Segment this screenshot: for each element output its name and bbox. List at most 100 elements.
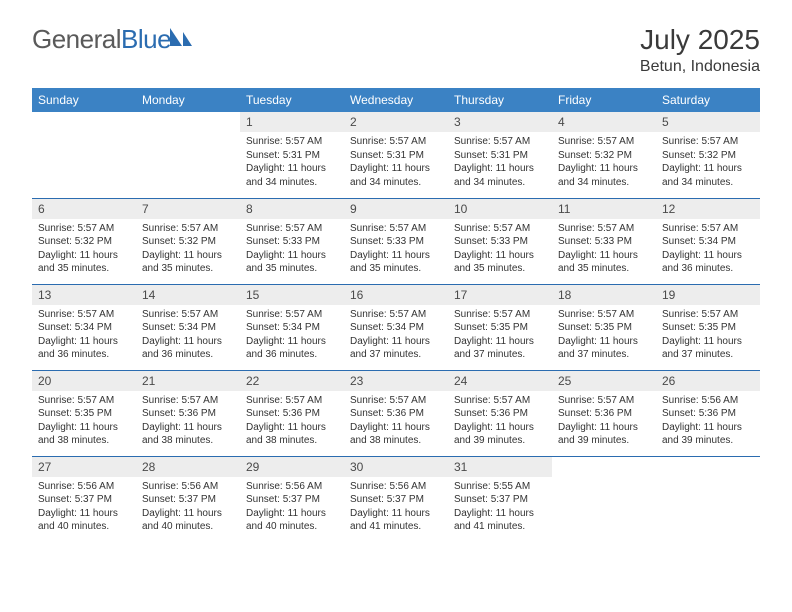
sunset-text: Sunset: 5:37 PM	[38, 493, 130, 507]
sunrise-text: Sunrise: 5:57 AM	[558, 394, 650, 408]
sunset-text: Sunset: 5:32 PM	[142, 235, 234, 249]
day-number: 24	[448, 371, 552, 391]
sunrise-text: Sunrise: 5:57 AM	[142, 394, 234, 408]
calendar-table: Sunday Monday Tuesday Wednesday Thursday…	[32, 88, 760, 542]
calendar-cell: 22Sunrise: 5:57 AMSunset: 5:36 PMDayligh…	[240, 370, 344, 456]
day-content: Sunrise: 5:55 AMSunset: 5:37 PMDaylight:…	[448, 477, 552, 538]
sunset-text: Sunset: 5:36 PM	[142, 407, 234, 421]
calendar-cell: 21Sunrise: 5:57 AMSunset: 5:36 PMDayligh…	[136, 370, 240, 456]
daylight-text: Daylight: 11 hours and 38 minutes.	[142, 421, 234, 448]
calendar-cell: 24Sunrise: 5:57 AMSunset: 5:36 PMDayligh…	[448, 370, 552, 456]
brand-text: GeneralBlue	[32, 24, 171, 55]
sunrise-text: Sunrise: 5:57 AM	[454, 308, 546, 322]
sunrise-text: Sunrise: 5:57 AM	[662, 308, 754, 322]
sunrise-text: Sunrise: 5:56 AM	[350, 480, 442, 494]
day-number: 13	[32, 285, 136, 305]
day-number: 8	[240, 199, 344, 219]
day-number: 20	[32, 371, 136, 391]
weekday-header: Sunday	[32, 88, 136, 112]
calendar-cell: 25Sunrise: 5:57 AMSunset: 5:36 PMDayligh…	[552, 370, 656, 456]
daylight-text: Daylight: 11 hours and 37 minutes.	[350, 335, 442, 362]
sunset-text: Sunset: 5:34 PM	[38, 321, 130, 335]
brand-part2: Blue	[121, 24, 171, 54]
day-content: Sunrise: 5:57 AMSunset: 5:36 PMDaylight:…	[552, 391, 656, 452]
calendar-cell: 14Sunrise: 5:57 AMSunset: 5:34 PMDayligh…	[136, 284, 240, 370]
sunrise-text: Sunrise: 5:57 AM	[38, 308, 130, 322]
sunset-text: Sunset: 5:35 PM	[454, 321, 546, 335]
location-label: Betun, Indonesia	[640, 58, 760, 76]
day-content: Sunrise: 5:57 AMSunset: 5:32 PMDaylight:…	[136, 219, 240, 280]
calendar-cell: 2Sunrise: 5:57 AMSunset: 5:31 PMDaylight…	[344, 112, 448, 198]
sunset-text: Sunset: 5:35 PM	[38, 407, 130, 421]
weekday-header: Thursday	[448, 88, 552, 112]
sunrise-text: Sunrise: 5:57 AM	[142, 222, 234, 236]
sunrise-text: Sunrise: 5:57 AM	[350, 308, 442, 322]
day-number: 14	[136, 285, 240, 305]
sunrise-text: Sunrise: 5:57 AM	[246, 135, 338, 149]
daylight-text: Daylight: 11 hours and 35 minutes.	[350, 249, 442, 276]
sunrise-text: Sunrise: 5:56 AM	[142, 480, 234, 494]
daylight-text: Daylight: 11 hours and 36 minutes.	[662, 249, 754, 276]
day-number: 27	[32, 457, 136, 477]
sunset-text: Sunset: 5:36 PM	[558, 407, 650, 421]
sunset-text: Sunset: 5:37 PM	[454, 493, 546, 507]
sunrise-text: Sunrise: 5:57 AM	[246, 222, 338, 236]
sunrise-text: Sunrise: 5:56 AM	[246, 480, 338, 494]
daylight-text: Daylight: 11 hours and 34 minutes.	[558, 162, 650, 189]
daylight-text: Daylight: 11 hours and 39 minutes.	[558, 421, 650, 448]
calendar-cell: 20Sunrise: 5:57 AMSunset: 5:35 PMDayligh…	[32, 370, 136, 456]
day-content: Sunrise: 5:57 AMSunset: 5:36 PMDaylight:…	[136, 391, 240, 452]
day-content: Sunrise: 5:57 AMSunset: 5:34 PMDaylight:…	[240, 305, 344, 366]
day-number: 25	[552, 371, 656, 391]
calendar-cell: 11Sunrise: 5:57 AMSunset: 5:33 PMDayligh…	[552, 198, 656, 284]
calendar-cell: 8Sunrise: 5:57 AMSunset: 5:33 PMDaylight…	[240, 198, 344, 284]
weekday-header: Friday	[552, 88, 656, 112]
daylight-text: Daylight: 11 hours and 41 minutes.	[350, 507, 442, 534]
calendar-cell: 18Sunrise: 5:57 AMSunset: 5:35 PMDayligh…	[552, 284, 656, 370]
sunset-text: Sunset: 5:32 PM	[38, 235, 130, 249]
sunrise-text: Sunrise: 5:56 AM	[38, 480, 130, 494]
sunset-text: Sunset: 5:33 PM	[558, 235, 650, 249]
sunrise-text: Sunrise: 5:57 AM	[558, 135, 650, 149]
day-number: 1	[240, 112, 344, 132]
sunset-text: Sunset: 5:32 PM	[558, 149, 650, 163]
month-title: July 2025	[640, 24, 760, 56]
brand-logo: GeneralBlue	[32, 24, 194, 55]
sunset-text: Sunset: 5:35 PM	[662, 321, 754, 335]
daylight-text: Daylight: 11 hours and 39 minutes.	[454, 421, 546, 448]
daylight-text: Daylight: 11 hours and 37 minutes.	[454, 335, 546, 362]
daylight-text: Daylight: 11 hours and 38 minutes.	[350, 421, 442, 448]
calendar-cell: 7Sunrise: 5:57 AMSunset: 5:32 PMDaylight…	[136, 198, 240, 284]
day-content: Sunrise: 5:57 AMSunset: 5:31 PMDaylight:…	[240, 132, 344, 193]
day-content: Sunrise: 5:56 AMSunset: 5:37 PMDaylight:…	[344, 477, 448, 538]
calendar-cell: 28Sunrise: 5:56 AMSunset: 5:37 PMDayligh…	[136, 456, 240, 542]
sunrise-text: Sunrise: 5:57 AM	[142, 308, 234, 322]
sunrise-text: Sunrise: 5:57 AM	[38, 394, 130, 408]
daylight-text: Daylight: 11 hours and 38 minutes.	[246, 421, 338, 448]
sunrise-text: Sunrise: 5:57 AM	[662, 222, 754, 236]
calendar-week-row: 20Sunrise: 5:57 AMSunset: 5:35 PMDayligh…	[32, 370, 760, 456]
sunset-text: Sunset: 5:33 PM	[454, 235, 546, 249]
page-header: GeneralBlue July 2025 Betun, Indonesia	[32, 24, 760, 76]
sunset-text: Sunset: 5:31 PM	[454, 149, 546, 163]
brand-part1: General	[32, 24, 121, 54]
day-content: Sunrise: 5:56 AMSunset: 5:37 PMDaylight:…	[240, 477, 344, 538]
daylight-text: Daylight: 11 hours and 36 minutes.	[142, 335, 234, 362]
day-number: 22	[240, 371, 344, 391]
day-content: Sunrise: 5:57 AMSunset: 5:34 PMDaylight:…	[656, 219, 760, 280]
day-content: Sunrise: 5:56 AMSunset: 5:36 PMDaylight:…	[656, 391, 760, 452]
calendar-cell: 27Sunrise: 5:56 AMSunset: 5:37 PMDayligh…	[32, 456, 136, 542]
day-content: Sunrise: 5:57 AMSunset: 5:34 PMDaylight:…	[32, 305, 136, 366]
day-content: Sunrise: 5:57 AMSunset: 5:36 PMDaylight:…	[344, 391, 448, 452]
calendar-cell: 3Sunrise: 5:57 AMSunset: 5:31 PMDaylight…	[448, 112, 552, 198]
sunrise-text: Sunrise: 5:57 AM	[558, 222, 650, 236]
calendar-week-row: 6Sunrise: 5:57 AMSunset: 5:32 PMDaylight…	[32, 198, 760, 284]
day-number: 28	[136, 457, 240, 477]
day-content: Sunrise: 5:57 AMSunset: 5:35 PMDaylight:…	[656, 305, 760, 366]
daylight-text: Daylight: 11 hours and 35 minutes.	[558, 249, 650, 276]
calendar-cell	[136, 112, 240, 198]
sunrise-text: Sunrise: 5:55 AM	[454, 480, 546, 494]
daylight-text: Daylight: 11 hours and 35 minutes.	[454, 249, 546, 276]
sunset-text: Sunset: 5:33 PM	[246, 235, 338, 249]
calendar-cell: 9Sunrise: 5:57 AMSunset: 5:33 PMDaylight…	[344, 198, 448, 284]
